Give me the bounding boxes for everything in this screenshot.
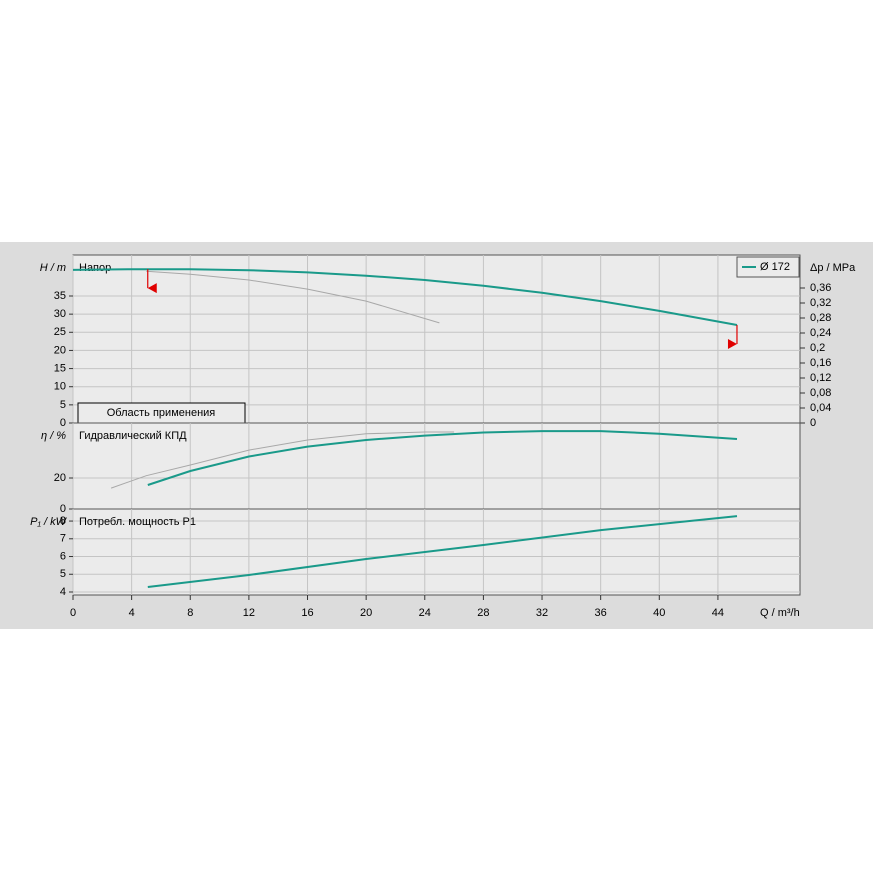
curve xyxy=(147,430,738,486)
x-axis-label: Q / m³/h xyxy=(760,607,800,619)
x-tick-label: 44 xyxy=(712,607,724,619)
y2-tick-label: 0,04 xyxy=(810,402,831,414)
y2-tick-label: 0,36 xyxy=(810,282,831,294)
y-tick-label: 5 xyxy=(60,568,66,580)
y-tick-label: 20 xyxy=(54,472,66,484)
x-tick-label: 20 xyxy=(360,607,372,619)
plot-area xyxy=(72,254,801,424)
y2-tick-label: 0,32 xyxy=(810,297,831,309)
y-tick-label: 7 xyxy=(60,533,66,545)
x-tick-label: 8 xyxy=(187,607,193,619)
x-tick-label: 12 xyxy=(243,607,255,619)
y-tick-label: 0 xyxy=(60,503,66,515)
y-tick-label: 8 xyxy=(60,515,66,527)
y-tick-label: 15 xyxy=(54,362,66,374)
x-tick-label: 36 xyxy=(595,607,607,619)
curve xyxy=(147,515,738,588)
curve xyxy=(72,268,738,326)
y2-tick-label: 0,08 xyxy=(810,387,831,399)
panel-title: Напор xyxy=(79,262,111,274)
y-axis-label: η / % xyxy=(41,430,66,442)
y-tick-label: 35 xyxy=(54,290,66,302)
range-arrow xyxy=(147,283,157,294)
x-tick-label: 28 xyxy=(477,607,489,619)
y2-axis-label: Δp / MPa xyxy=(810,262,856,274)
plot-area xyxy=(72,422,801,510)
y-axis-label: P₁ / kW xyxy=(30,516,67,528)
y2-tick-label: 0,28 xyxy=(810,312,831,324)
legend-box xyxy=(736,256,800,278)
y-axis-label: H / m xyxy=(40,262,66,274)
y2-tick-label: 0,2 xyxy=(810,342,825,354)
legend-label: Ø 172 xyxy=(760,261,790,273)
range-arrow xyxy=(727,339,737,350)
y2-tick-label: 0,12 xyxy=(810,372,831,384)
y-tick-label: 10 xyxy=(54,381,66,393)
y-tick-label: 0 xyxy=(60,417,66,429)
y2-tick-label: 0,16 xyxy=(810,357,831,369)
x-tick-label: 32 xyxy=(536,607,548,619)
y-tick-label: 6 xyxy=(60,550,66,562)
y-tick-label: 5 xyxy=(60,399,66,411)
range-label: Область применения xyxy=(107,407,216,419)
x-tick-label: 24 xyxy=(419,607,431,619)
y-tick-label: 25 xyxy=(54,326,66,338)
y2-tick-label: 0 xyxy=(810,417,816,429)
y-tick-label: 20 xyxy=(54,344,66,356)
y-tick-label: 30 xyxy=(54,308,66,320)
curve xyxy=(146,270,440,324)
x-tick-label: 16 xyxy=(301,607,313,619)
x-tick-label: 4 xyxy=(129,607,135,619)
y-tick-label: 4 xyxy=(60,586,66,598)
x-tick-label: 40 xyxy=(653,607,665,619)
panel-title: Гидравлический КПД xyxy=(79,430,187,442)
y2-tick-label: 0,24 xyxy=(810,327,831,339)
curve xyxy=(110,431,455,489)
x-tick-label: 0 xyxy=(70,607,76,619)
panel-title: Потребл. мощность P1 xyxy=(79,516,196,528)
